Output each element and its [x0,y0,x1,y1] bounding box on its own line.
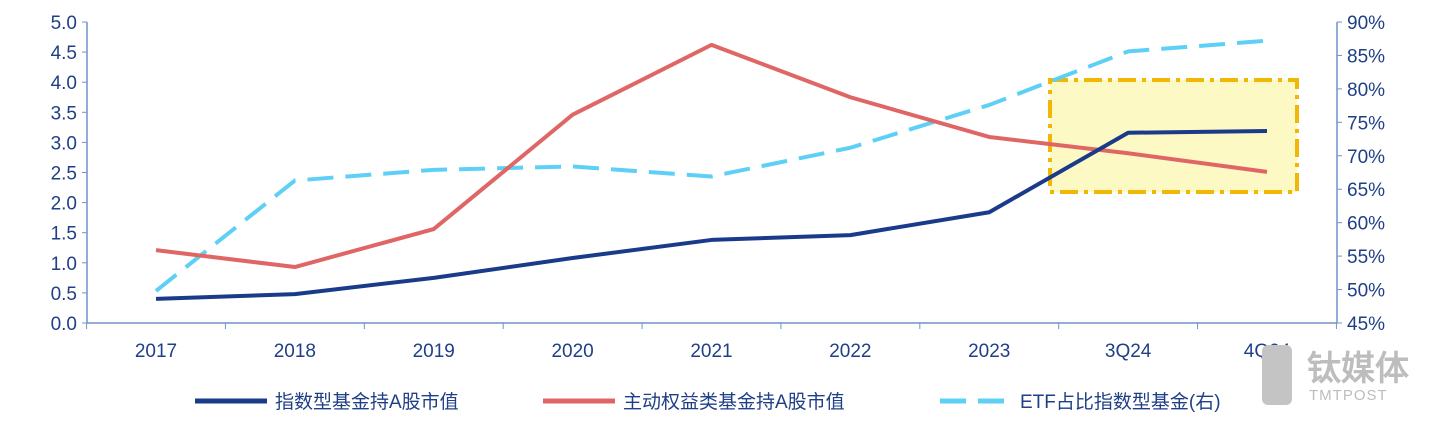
left-tick-label: 2.0 [51,194,77,215]
legend-label: ETF占比指数型基金(右) [1020,391,1221,413]
right-tick-label: 75% [1347,113,1385,134]
left-tick-label: 3.5 [51,103,77,124]
left-tick-label: 1.5 [51,224,77,245]
legend-label: 指数型基金持A股市值 [275,391,459,413]
left-tick-label: 2.5 [51,164,77,185]
x-tick-label: 2018 [274,341,316,362]
highlight-box [1048,78,1299,194]
right-tick-label: 55% [1347,247,1385,268]
x-tick-label: 2017 [135,341,177,362]
left-tick-label: 4.5 [51,43,77,64]
watermark-logo: 钛媒体 TMTPOST [1262,345,1409,405]
svg-text:钛媒体: 钛媒体 [1307,350,1409,388]
right-tick-label: 65% [1347,180,1385,201]
right-tick-label: 90% [1347,13,1385,34]
x-tick-label: 2022 [829,341,871,362]
left-tick-label: 3.0 [51,133,77,154]
svg-text:TMTPOST: TMTPOST [1309,387,1388,404]
x-tick-label: 2019 [413,341,455,362]
left-tick-label: 0.0 [51,314,77,335]
left-tick-label: 5.0 [51,13,77,34]
right-tick-label: 45% [1347,314,1385,335]
left-tick-label: 4.0 [51,73,77,94]
left-tick-label: 1.0 [51,254,77,275]
x-tick-label: 2021 [690,341,732,362]
x-tick-label: 3Q24 [1105,341,1152,362]
legend: 指数型基金持A股市值 主动权益类基金持A股市值 ETF占比指数型基金(右) [195,391,1221,413]
left-tick-label: 0.5 [51,284,77,305]
right-tick-label: 60% [1347,214,1385,235]
right-tick-label: 70% [1347,147,1385,168]
right-tick-label: 50% [1347,281,1385,302]
right-tick-label: 80% [1347,80,1385,101]
x-tick-label: 2023 [968,341,1010,362]
x-tick-label: 2020 [551,341,593,362]
legend-label: 主动权益类基金持A股市值 [623,391,845,413]
right-tick-label: 85% [1347,46,1385,67]
